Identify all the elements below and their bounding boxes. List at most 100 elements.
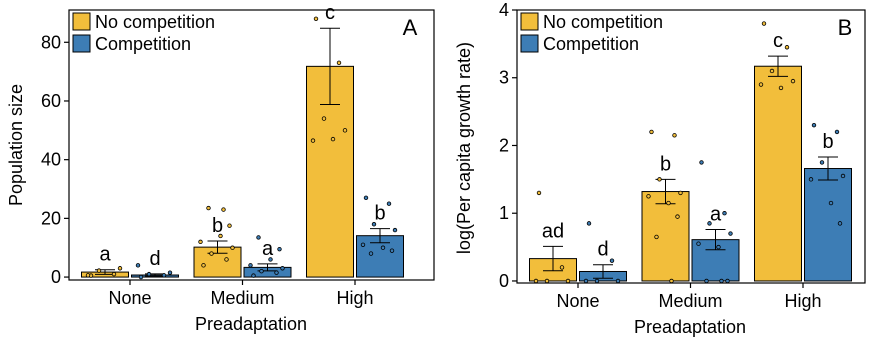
legend-label: No competition — [95, 12, 215, 32]
data-point — [206, 205, 211, 211]
significance-letter: a — [710, 203, 722, 225]
bar — [641, 191, 690, 282]
data-point — [336, 60, 342, 66]
data-point — [342, 128, 348, 133]
data-point — [678, 190, 683, 196]
data-point — [834, 129, 840, 135]
data-point — [594, 278, 600, 284]
y-tick-label: 2 — [499, 135, 509, 155]
data-point — [811, 122, 817, 128]
data-point — [268, 257, 273, 262]
data-point — [363, 195, 369, 201]
data-point — [778, 85, 784, 91]
legend-label: No competition — [543, 12, 663, 32]
x-tick-label: Medium — [658, 291, 722, 311]
data-point — [533, 278, 539, 284]
legend-label: Competition — [543, 34, 639, 54]
significance-letter: ad — [542, 220, 564, 242]
x-axis-title: Preadaptation — [195, 314, 307, 334]
significance-letter: c — [325, 2, 335, 24]
significance-letter: d — [597, 239, 608, 261]
data-point — [371, 222, 377, 227]
data-point — [274, 270, 279, 275]
legend-swatch — [520, 34, 539, 53]
y-tick-label: 0 — [499, 271, 509, 291]
data-point — [117, 266, 123, 271]
data-point — [790, 78, 796, 84]
y-tick-label: 20 — [41, 208, 61, 228]
data-point — [819, 160, 825, 165]
data-point — [761, 21, 767, 26]
panel-a: a b c d a b 0 20 40 60 80 None Medium High Preadaptati… — [6, 2, 435, 334]
data-point — [675, 214, 680, 219]
data-point — [85, 273, 91, 278]
data-point — [368, 251, 374, 256]
data-point — [808, 177, 814, 182]
legend-swatch — [72, 12, 91, 31]
data-point — [167, 270, 173, 275]
significance-letter: c — [773, 30, 783, 52]
data-point — [230, 245, 235, 250]
data-point — [221, 207, 226, 212]
y-tick-label: 1 — [499, 203, 509, 223]
bar — [754, 65, 802, 282]
data-point — [840, 173, 846, 179]
data-point — [666, 200, 671, 206]
legend-swatch — [520, 12, 539, 31]
data-point — [146, 271, 152, 277]
data-point — [649, 129, 654, 135]
data-point — [310, 138, 316, 143]
data-point — [699, 160, 704, 165]
data-point — [198, 239, 203, 245]
data-point — [313, 16, 319, 22]
data-point — [707, 221, 712, 226]
significance-letter: a — [99, 244, 111, 266]
x-tick-label: None — [556, 291, 599, 311]
data-point — [248, 263, 253, 268]
panel-letter: A — [403, 15, 418, 40]
data-point — [704, 278, 709, 284]
data-point — [277, 246, 282, 252]
data-point — [389, 248, 395, 253]
data-point — [111, 271, 117, 277]
data-point — [828, 200, 834, 206]
data-point — [583, 278, 589, 284]
x-tick-label: High — [336, 288, 373, 308]
panel-letter: B — [838, 15, 853, 40]
x-tick-label: None — [108, 288, 151, 308]
data-point — [227, 223, 232, 228]
significance-letter: b — [822, 131, 833, 153]
data-point — [544, 278, 550, 284]
y-tick-label: 4 — [499, 0, 509, 20]
data-point — [615, 278, 621, 284]
x-tick-label: Medium — [210, 288, 274, 308]
data-point — [280, 266, 285, 271]
y-tick-label: 80 — [41, 32, 61, 52]
significance-letter: b — [660, 153, 671, 175]
legend-swatch — [72, 34, 91, 53]
legend-label: Competition — [95, 34, 191, 54]
data-point — [716, 244, 721, 250]
data-point — [330, 136, 336, 142]
data-point — [728, 231, 733, 236]
data-point — [609, 258, 615, 263]
data-point — [135, 263, 141, 268]
data-point — [586, 221, 592, 226]
significance-letter: b — [212, 215, 223, 237]
y-tick-label: 60 — [41, 91, 61, 111]
panel-b: ad b c d a b 0 1 2 3 4 None Medium High Preadaptation l… — [454, 0, 866, 337]
significance-letter: b — [374, 203, 385, 225]
x-axis-title: Preadaptation — [634, 317, 746, 337]
data-point — [380, 245, 386, 250]
data-point — [201, 263, 206, 268]
significance-letter: d — [149, 248, 160, 270]
bar — [804, 168, 852, 282]
y-axis-title: Population size — [6, 84, 26, 206]
data-point — [657, 177, 662, 182]
data-point — [218, 233, 223, 239]
data-point — [654, 234, 659, 240]
data-point — [837, 221, 843, 226]
data-point — [259, 268, 264, 274]
data-point — [784, 45, 790, 50]
